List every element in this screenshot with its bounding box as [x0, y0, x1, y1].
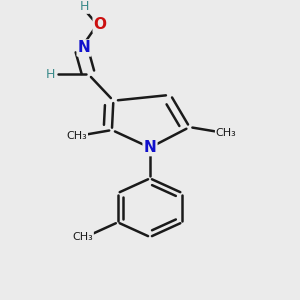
Text: CH₃: CH₃: [72, 232, 93, 242]
Text: N: N: [78, 40, 90, 56]
Text: H: H: [80, 0, 89, 13]
Text: N: N: [144, 140, 156, 155]
Text: O: O: [94, 17, 107, 32]
Text: CH₃: CH₃: [66, 131, 87, 141]
Text: CH₃: CH₃: [216, 128, 237, 138]
Text: H: H: [45, 68, 55, 81]
